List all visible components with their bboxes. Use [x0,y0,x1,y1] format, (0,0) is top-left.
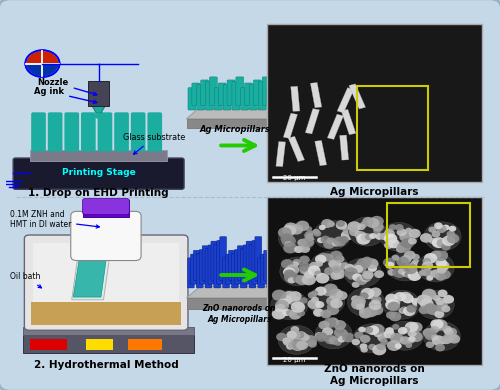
Circle shape [442,225,450,230]
FancyBboxPatch shape [223,85,231,110]
Circle shape [370,216,384,227]
Circle shape [384,330,395,339]
Bar [32,243,179,302]
Circle shape [360,221,368,227]
FancyBboxPatch shape [282,241,288,280]
Polygon shape [72,248,111,300]
Circle shape [406,337,415,344]
Circle shape [311,297,319,303]
Circle shape [439,270,451,279]
FancyBboxPatch shape [228,250,235,280]
Circle shape [308,265,320,275]
Circle shape [384,234,398,244]
Circle shape [388,301,400,311]
Circle shape [312,229,320,234]
Circle shape [332,266,342,273]
Circle shape [279,295,292,305]
FancyBboxPatch shape [278,245,285,284]
Circle shape [290,224,303,235]
Circle shape [324,335,336,344]
Circle shape [438,289,448,297]
Circle shape [368,300,382,310]
Circle shape [300,297,308,303]
Polygon shape [186,298,292,308]
FancyBboxPatch shape [205,249,212,288]
Circle shape [392,255,400,261]
Circle shape [422,258,431,264]
Polygon shape [92,105,106,113]
Circle shape [288,277,296,284]
Circle shape [344,267,358,278]
Circle shape [288,341,298,349]
FancyBboxPatch shape [240,88,248,110]
Bar [30,339,67,351]
Circle shape [427,307,436,315]
Circle shape [94,113,102,119]
Circle shape [448,334,460,344]
FancyBboxPatch shape [211,241,218,280]
FancyBboxPatch shape [227,80,235,105]
FancyBboxPatch shape [64,112,79,152]
Circle shape [284,241,292,247]
Circle shape [304,271,314,278]
Polygon shape [73,251,108,297]
Circle shape [295,303,304,310]
Polygon shape [290,86,300,112]
FancyBboxPatch shape [232,82,239,110]
Circle shape [284,271,298,283]
Circle shape [300,255,310,264]
Circle shape [386,262,394,269]
Circle shape [336,291,347,300]
Text: Nozzle: Nozzle [38,78,97,96]
Circle shape [384,229,395,238]
Text: Ag Micropillars: Ag Micropillars [330,187,419,197]
Circle shape [308,340,317,347]
Circle shape [432,295,440,301]
Circle shape [392,324,400,330]
Circle shape [370,324,384,335]
Circle shape [304,335,318,346]
Circle shape [315,320,352,349]
Wedge shape [26,64,58,76]
FancyBboxPatch shape [255,236,262,280]
Circle shape [365,258,378,269]
Circle shape [385,299,400,310]
Circle shape [428,227,436,233]
Circle shape [326,305,339,315]
Circle shape [433,319,448,331]
Circle shape [354,332,364,339]
Text: 20 μm: 20 μm [283,175,305,181]
FancyBboxPatch shape [243,245,250,284]
Circle shape [435,272,446,281]
Circle shape [403,306,415,316]
Circle shape [304,230,317,241]
Circle shape [296,341,308,350]
FancyBboxPatch shape [82,199,130,214]
Circle shape [365,234,374,240]
Polygon shape [288,136,304,161]
Circle shape [354,231,362,237]
Circle shape [336,327,345,334]
FancyBboxPatch shape [190,254,198,284]
Circle shape [437,263,448,272]
Text: 20 μm: 20 μm [283,357,305,363]
Bar [267,197,482,365]
Circle shape [422,269,432,277]
Circle shape [367,326,379,335]
FancyBboxPatch shape [197,85,204,110]
FancyBboxPatch shape [214,88,222,110]
Circle shape [444,328,454,335]
Circle shape [342,333,354,342]
Circle shape [408,238,417,245]
Circle shape [299,262,311,272]
Circle shape [351,295,360,303]
Circle shape [336,329,348,339]
Circle shape [291,340,304,351]
Circle shape [446,328,457,337]
Circle shape [400,336,410,345]
Circle shape [302,267,312,275]
Circle shape [282,291,296,302]
Circle shape [358,296,364,301]
Circle shape [446,230,455,237]
